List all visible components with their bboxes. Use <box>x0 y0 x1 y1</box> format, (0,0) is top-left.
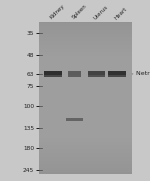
Bar <box>68 71 81 77</box>
Text: Spleen: Spleen <box>71 4 88 20</box>
Text: Netrin 4: Netrin 4 <box>132 71 150 76</box>
Text: Uterus: Uterus <box>93 4 110 20</box>
Bar <box>88 75 105 77</box>
Bar <box>68 75 81 77</box>
Text: Kidney: Kidney <box>49 4 66 20</box>
Bar <box>44 71 62 77</box>
Bar <box>66 118 83 121</box>
Bar <box>108 71 126 77</box>
Bar <box>108 75 126 77</box>
Bar <box>44 75 62 77</box>
Text: Heart: Heart <box>114 6 128 20</box>
Bar <box>88 71 105 77</box>
